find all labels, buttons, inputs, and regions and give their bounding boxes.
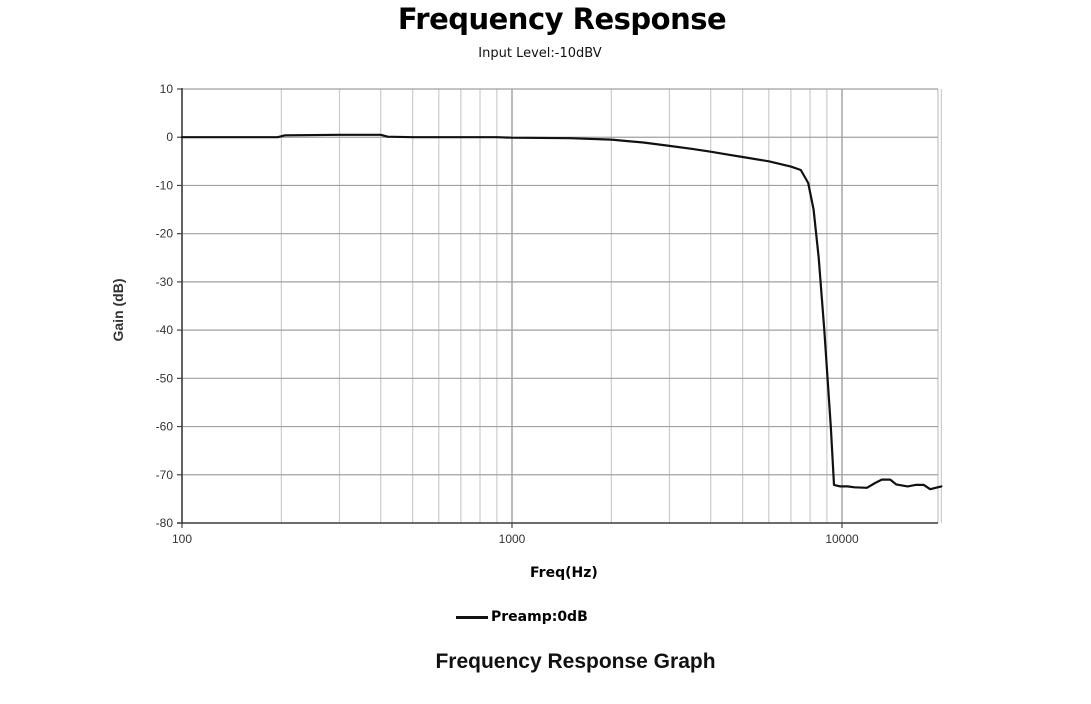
- y-tick-label: -80: [156, 516, 174, 530]
- series-line-preamp-0db: [180, 133, 943, 491]
- x-tick-label: 1000: [499, 532, 526, 546]
- y-tick-label: -10: [156, 178, 174, 192]
- gridlines: [181, 88, 942, 524]
- chart-subtitle: Input Level:-10dBV: [478, 46, 602, 61]
- y-tick-label: -50: [156, 371, 174, 385]
- graph-caption: Frequency Response Graph: [435, 650, 716, 673]
- y-axis-label: Gain (dB): [110, 278, 126, 342]
- y-tick-label: -30: [156, 275, 174, 289]
- y-axis-ticks: 10 0 -10 -20 -30 -40 -50 -60 -70 -80: [156, 82, 182, 530]
- x-axis-label: Freq(Hz): [530, 565, 598, 581]
- x-tick-label: 10000: [825, 532, 859, 546]
- legend-line-swatch: [456, 615, 488, 619]
- y-tick-label: 0: [166, 130, 173, 144]
- y-tick-label: -20: [156, 227, 174, 241]
- x-tick-label: 100: [172, 532, 192, 546]
- chart-title: Frequency Response: [397, 2, 727, 36]
- y-tick-label: -70: [156, 468, 174, 482]
- y-tick-label: -60: [156, 420, 174, 434]
- legend-label: Preamp:0dB: [491, 609, 588, 625]
- legend: Preamp:0dB: [456, 609, 588, 625]
- axes: [177, 88, 938, 524]
- y-tick-label: 10: [160, 82, 174, 96]
- x-axis-ticks: 100 1000 10000: [172, 523, 859, 546]
- y-tick-label: -40: [156, 323, 174, 337]
